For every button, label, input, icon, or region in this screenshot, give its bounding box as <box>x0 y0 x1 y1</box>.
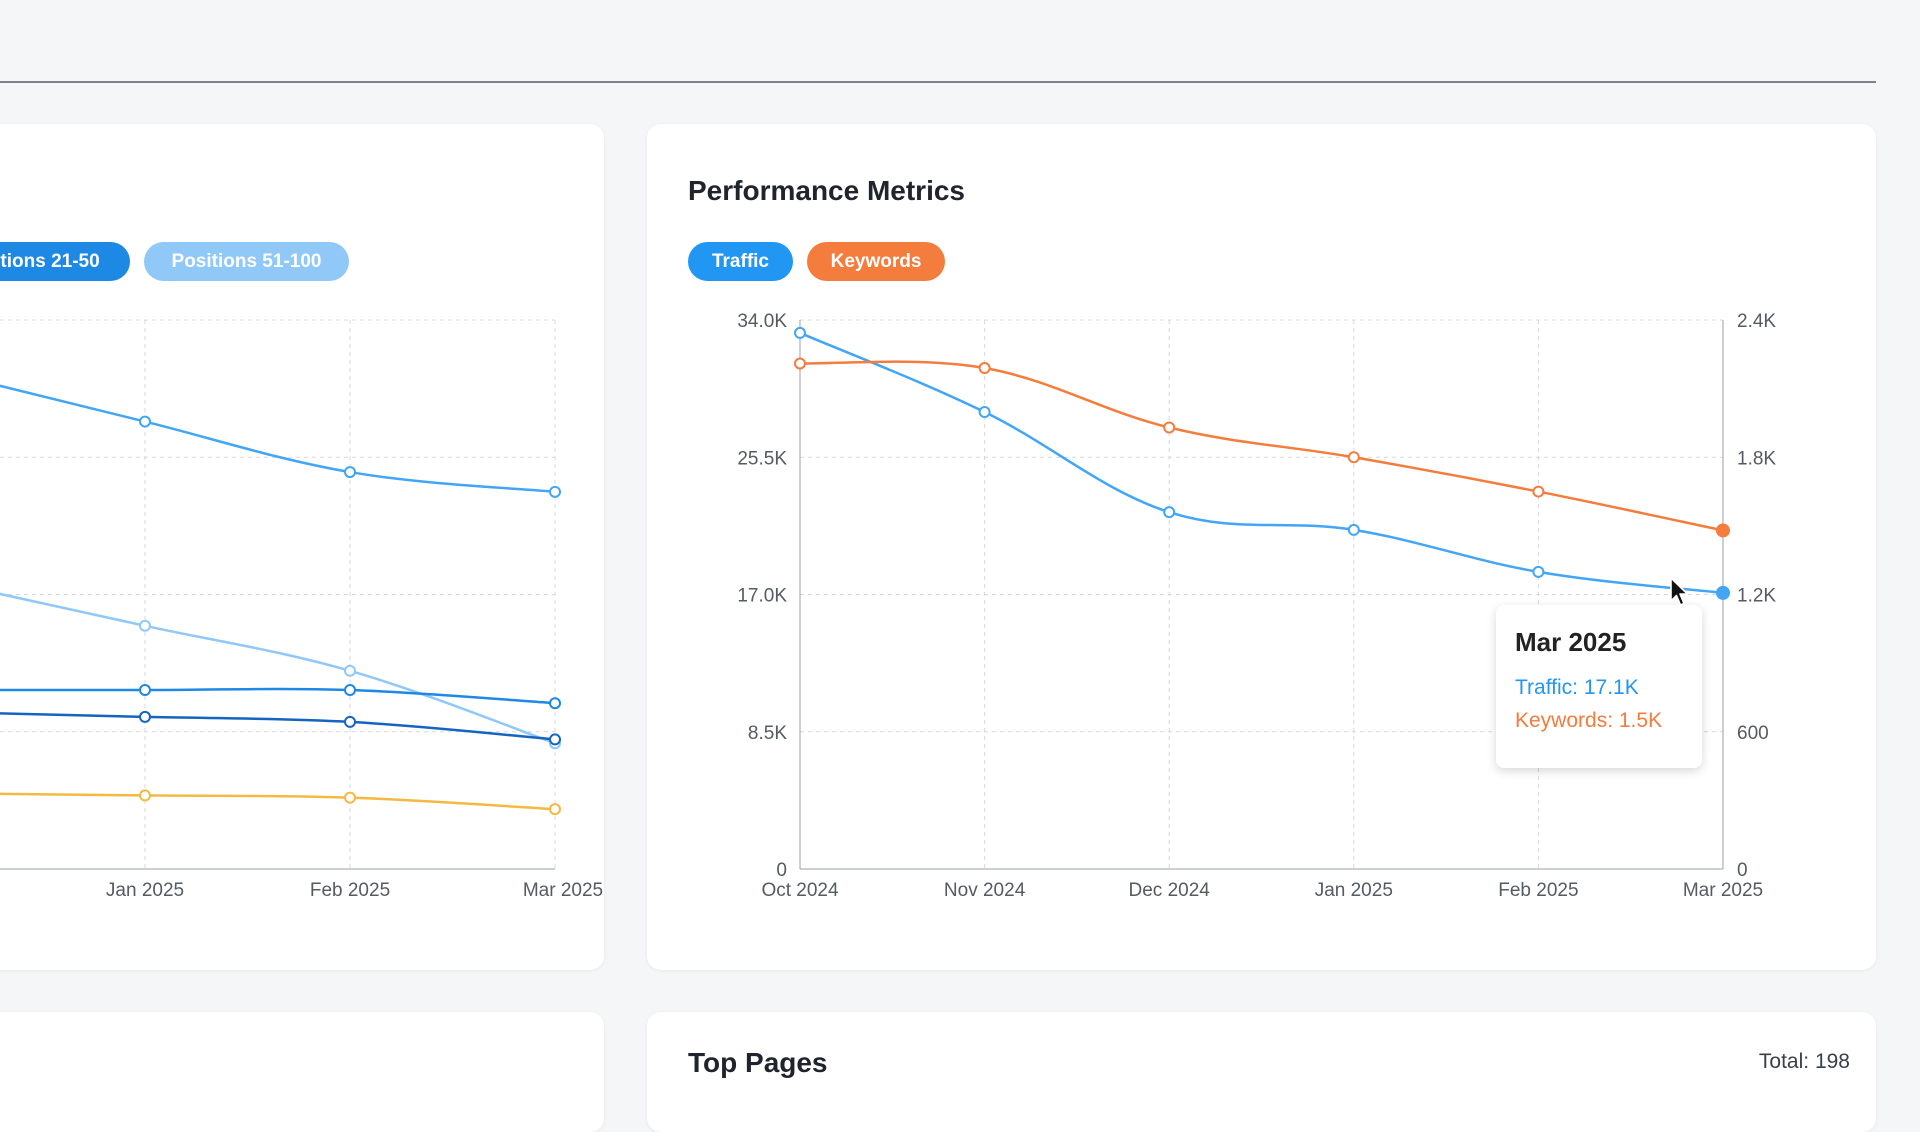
legend-keywords[interactable]: Keywords <box>807 242 945 281</box>
y-right-tick-label: 0 <box>1737 860 1748 881</box>
data-point <box>344 715 356 728</box>
series-line <box>0 592 556 745</box>
tooltip-keywords: Keywords: 1.5K <box>1515 709 1663 732</box>
y-left-tick-label: 25.5K <box>737 448 787 469</box>
data-point-traffic <box>978 406 991 419</box>
x-tick-label: Oct 2024 <box>761 880 839 901</box>
data-point-keywords <box>1163 421 1176 434</box>
bottom-left-card <box>0 1012 604 1132</box>
series-line-keywords <box>799 360 1724 532</box>
top-pages-title: Top Pages <box>688 1047 828 1078</box>
performance-line-chart: 0 0 8.5K 600 17.0K 1.2K 25.5K 1.8K 34.0K 2.4K Oct … <box>737 311 1776 901</box>
mouse-cursor-icon <box>1670 577 1689 606</box>
legend-label: Positions 51-100 <box>171 251 322 272</box>
data-point-keywords <box>1347 451 1360 464</box>
data-point-keywords <box>978 362 991 375</box>
x-tick-label: Feb 2025 <box>1498 880 1578 901</box>
x-tick-label: Mar 2025 <box>1683 880 1763 901</box>
data-point-keywords <box>1532 485 1545 498</box>
x-tick-label: Dec 2024 <box>1129 880 1211 901</box>
y-left-tick-label: 0 <box>776 860 787 881</box>
y-right-tick-label: 1.8K <box>1737 448 1776 469</box>
top-pages-card: Total: 198 <box>647 1012 1876 1132</box>
data-point <box>344 791 356 804</box>
data-point <box>549 733 561 746</box>
legend-positions-21-50[interactable]: Positions 21-50 <box>0 242 130 281</box>
data-point <box>139 415 151 428</box>
data-point-traffic <box>1347 523 1360 536</box>
series-line <box>0 792 556 811</box>
y-left-tick-label: 34.0K <box>737 311 787 332</box>
series-line <box>0 384 556 494</box>
y-right-tick-label: 2.4K <box>1737 311 1776 332</box>
series-line <box>0 687 556 705</box>
y-right-tick-label: 1.2K <box>1737 586 1776 607</box>
data-point-keywords <box>1716 523 1730 538</box>
legend-traffic[interactable]: Traffic <box>688 242 793 281</box>
legend-positions-51-100[interactable]: Positions 51-100 <box>144 242 349 281</box>
chart-tooltip: Mar 2025 Traffic: 17.1K Keywords: 1.5K <box>1496 605 1702 768</box>
data-point-traffic <box>1716 585 1730 600</box>
legend-label: Positions 21-50 <box>0 251 100 272</box>
x-tick-label: Nov 2024 <box>944 880 1026 901</box>
data-point <box>549 485 561 498</box>
x-tick-label: Jan 2025 <box>1315 880 1393 901</box>
y-left-tick-label: 17.0K <box>737 586 787 607</box>
legend-label: Keywords <box>830 251 922 272</box>
data-point <box>139 684 151 697</box>
top-pages-total: Total: 198 <box>1758 1050 1850 1073</box>
data-point-traffic <box>794 326 806 339</box>
y-left-tick-label: 8.5K <box>748 723 787 744</box>
data-point <box>139 710 151 723</box>
series-line-traffic <box>799 331 1724 595</box>
header-divider <box>0 81 1876 83</box>
data-point <box>549 803 561 816</box>
data-point-keywords <box>794 357 806 370</box>
series-line <box>0 712 556 741</box>
tooltip-title: Mar 2025 <box>1515 627 1627 657</box>
x-tick-label: Feb 2025 <box>310 880 390 901</box>
positions-line-chart: Jan 2025 Feb 2025 Mar 2025 <box>0 319 603 901</box>
data-point <box>344 684 356 697</box>
data-point <box>344 664 356 677</box>
x-tick-label: Jan 2025 <box>106 880 184 901</box>
data-point-traffic <box>1532 565 1545 578</box>
data-point <box>344 466 356 479</box>
card-title: Performance Metrics <box>688 175 966 206</box>
data-point <box>139 619 151 632</box>
data-point <box>139 789 151 802</box>
y-right-tick-label: 600 <box>1737 723 1769 744</box>
data-point <box>549 697 561 710</box>
data-point-traffic <box>1163 506 1176 519</box>
x-tick-label: Mar 2025 <box>523 880 603 901</box>
legend-label: Traffic <box>711 251 770 272</box>
tooltip-traffic: Traffic: 17.1K <box>1515 676 1639 699</box>
